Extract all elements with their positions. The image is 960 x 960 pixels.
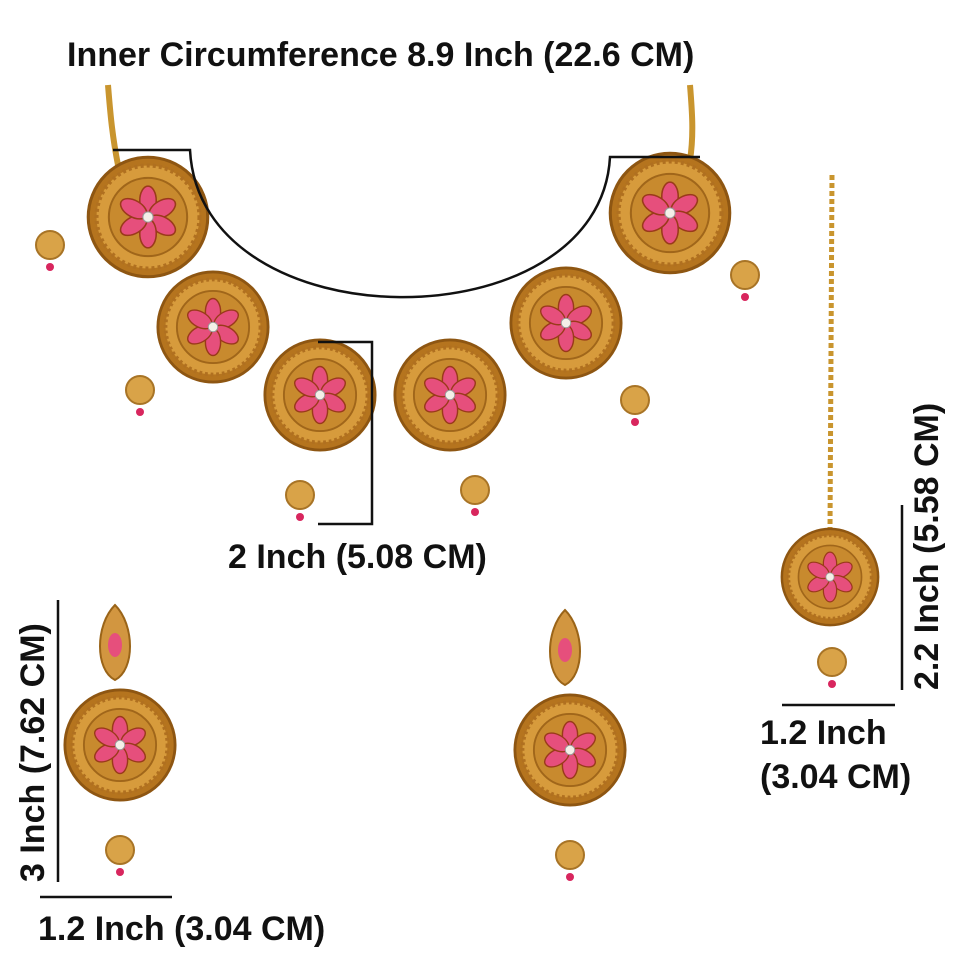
earrings [62, 603, 627, 882]
earring-width-label: 1.2 Inch (3.04 CM) [38, 910, 325, 948]
maang-tikka [780, 174, 880, 689]
earring-height-label: 3 Inch (7.62 CM) [14, 623, 52, 882]
tikka-width-label: 1.2 Inch [760, 714, 887, 752]
circumference-label: Inner Circumference 8.9 Inch (22.6 CM) [67, 36, 694, 74]
tikka-height-label: 2.2 Inch (5.58 CM) [908, 403, 946, 690]
tikka-width-label: (3.04 CM) [760, 758, 911, 796]
necklace [35, 84, 760, 522]
pendant-width-label: 2 Inch (5.08 CM) [228, 538, 487, 576]
pendant-width-line [318, 340, 374, 526]
circumference-line [113, 148, 700, 299]
